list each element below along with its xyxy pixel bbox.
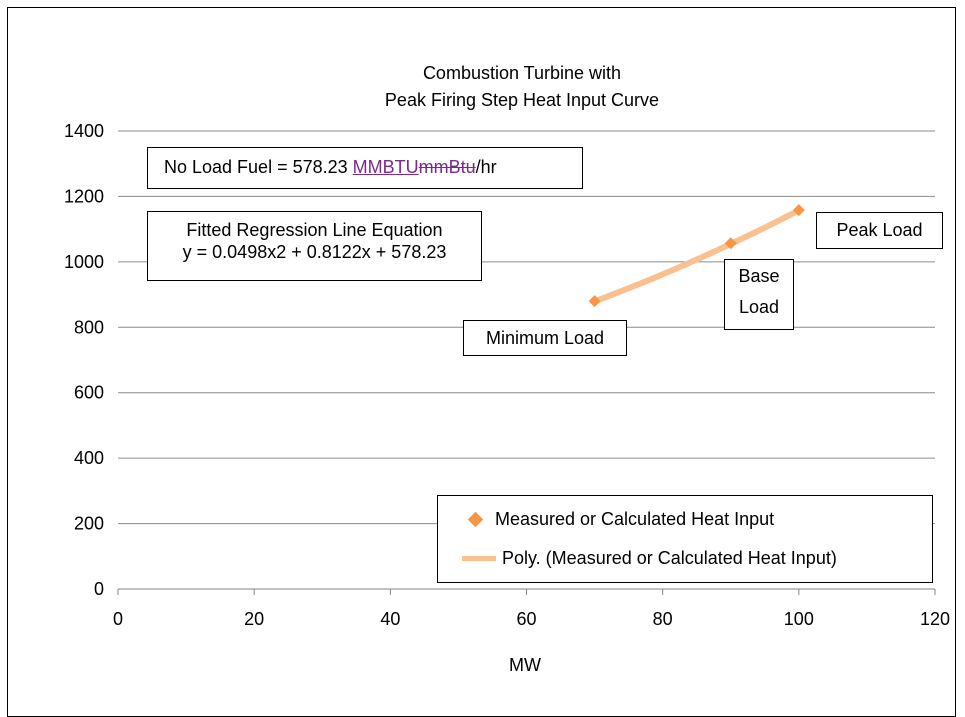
legend: Measured or Calculated Heat Input Poly. … <box>437 495 933 583</box>
base-load-line-2: Load <box>738 297 780 317</box>
x-tick-label: 40 <box>380 609 400 629</box>
peak-load-label: Peak Load <box>816 212 943 249</box>
trendline-swatch-icon <box>462 555 496 561</box>
y-tick-label: 600 <box>74 383 104 403</box>
y-tick-label: 1200 <box>64 186 104 206</box>
legend-item-poly: Poly. (Measured or Calculated Heat Input… <box>438 543 837 573</box>
legend-label-poly: Poly. (Measured or Calculated Heat Input… <box>502 547 837 568</box>
x-tick-label: 60 <box>516 609 536 629</box>
minimum-load-label: Minimum Load <box>463 320 627 356</box>
x-tick-label: 0 <box>113 609 123 629</box>
equation-text: y = 0.0498x2 + 0.8122x + 578.23 <box>182 242 447 262</box>
series-layer <box>588 204 805 308</box>
y-tick-label: 1000 <box>64 252 104 272</box>
y-tick-label: 400 <box>74 448 104 468</box>
x-tick-label: 120 <box>920 609 950 629</box>
no-load-prefix: No Load Fuel = 578.23 <box>164 157 353 177</box>
legend-label-measured: Measured or Calculated Heat Input <box>495 508 775 529</box>
base-load-line-1: Base <box>738 266 780 286</box>
y-tick-label: 200 <box>74 514 104 534</box>
x-tick-label: 100 <box>784 609 814 629</box>
no-load-fuel-annotation: No Load Fuel = 578.23 MMBTUmmBtu/hr <box>147 147 583 189</box>
y-tick-label: 0 <box>94 579 104 599</box>
peak-load-text: Peak Load <box>836 220 923 240</box>
minimum-load-text: Minimum Load <box>485 328 605 348</box>
data-point <box>724 237 737 250</box>
data-point <box>792 204 805 217</box>
no-load-deleted-unit: mmBtu <box>418 157 476 177</box>
x-tick-label: 80 <box>653 609 673 629</box>
regression-equation-annotation: Fitted Regression Line Equation y = 0.04… <box>147 211 482 281</box>
x-axis-label: MW <box>509 655 541 675</box>
y-axis-ticks: 0 200 400 600 800 1000 1200 1400 <box>64 121 104 599</box>
base-load-label: Base Load <box>724 259 794 330</box>
trendline <box>591 207 802 305</box>
x-axis-ticks: 0 20 40 60 80 100 120 <box>113 589 950 629</box>
no-load-suffix: /hr <box>475 157 497 177</box>
chart-title-line-1: Combustion Turbine with <box>423 63 621 83</box>
equation-title: Fitted Regression Line Equation <box>186 220 443 240</box>
legend-item-measured: Measured or Calculated Heat Input <box>438 504 774 534</box>
x-tick-label: 20 <box>244 609 264 629</box>
no-load-inserted-unit: MMBTU <box>352 157 419 177</box>
diamond-marker-icon <box>467 511 484 527</box>
data-point <box>588 295 601 308</box>
y-tick-label: 800 <box>74 317 104 337</box>
y-tick-label: 1400 <box>64 121 104 141</box>
chart-title-line-2: Peak Firing Step Heat Input Curve <box>385 90 659 110</box>
